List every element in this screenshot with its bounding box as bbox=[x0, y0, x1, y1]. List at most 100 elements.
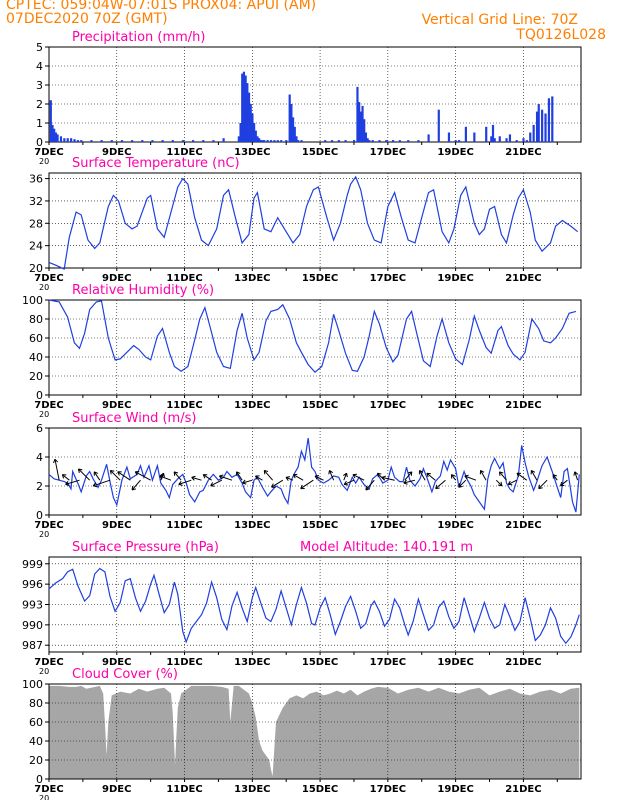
wind-vector-head bbox=[314, 475, 320, 480]
y-tick-label: 0 bbox=[36, 389, 43, 402]
panel-title-pressure: Surface Pressure (hPa) bbox=[72, 540, 219, 555]
wind-vector-head bbox=[131, 485, 137, 491]
year-label-partial: 20 bbox=[39, 794, 49, 800]
wind-vector bbox=[343, 479, 355, 485]
precip-bar bbox=[344, 140, 347, 142]
x-tick-label: 15DEC bbox=[302, 147, 338, 158]
precip-bar bbox=[300, 140, 303, 142]
x-tick-label: 15DEC bbox=[302, 784, 338, 795]
precip-bar bbox=[541, 109, 544, 142]
wind-vector-head bbox=[479, 469, 485, 475]
precip-bar bbox=[66, 138, 69, 142]
precip-bar bbox=[447, 132, 451, 142]
precip-bar bbox=[100, 140, 103, 142]
precip-bar bbox=[537, 104, 540, 142]
x-tick-label: 17DEC bbox=[370, 147, 406, 158]
precip-bar bbox=[337, 140, 340, 142]
x-tick-label: 9DEC bbox=[102, 400, 131, 411]
precip-bar bbox=[505, 138, 508, 142]
precip-bar bbox=[141, 140, 144, 142]
wind-vector-head bbox=[242, 479, 247, 485]
precip-bar bbox=[242, 71, 246, 142]
x-tick-label: 13DEC bbox=[234, 400, 270, 411]
panel-frame bbox=[48, 172, 582, 269]
x-tick-label: 13DEC bbox=[234, 273, 270, 284]
panel-cloud_cover bbox=[45, 683, 582, 782]
precip-bar bbox=[356, 86, 359, 142]
precip-bar bbox=[371, 140, 374, 142]
wind-vector-head bbox=[426, 472, 431, 478]
precip-bar bbox=[244, 75, 247, 142]
x-tick-label: 21DEC bbox=[505, 784, 541, 795]
wind-vector-head bbox=[458, 483, 463, 488]
year-label-partial: 20 bbox=[39, 157, 49, 166]
x-tick-label: 13DEC bbox=[234, 784, 270, 795]
wind-vector bbox=[419, 470, 426, 481]
y-tick-label: 80 bbox=[29, 313, 43, 326]
wind-vector-head bbox=[53, 458, 59, 464]
wind-vector-head bbox=[134, 471, 140, 476]
precip-bar bbox=[407, 140, 410, 142]
wind-vector bbox=[507, 479, 517, 485]
x-tick-label: 7DEC bbox=[34, 273, 63, 284]
y-tick-label: 996 bbox=[22, 578, 43, 591]
precip-bar bbox=[273, 140, 276, 142]
precip-bar bbox=[51, 124, 54, 142]
wind-vector-head bbox=[573, 471, 579, 476]
x-tick-label: 15DEC bbox=[302, 273, 338, 284]
wind-vector-head bbox=[159, 474, 164, 480]
precip-bar bbox=[256, 136, 259, 142]
panel-title-temperature: Surface Temperature (nC) bbox=[72, 156, 240, 171]
x-tick-label: 13DEC bbox=[234, 520, 270, 531]
precip-bar bbox=[261, 140, 264, 142]
precip-bar bbox=[290, 104, 293, 142]
precip-bar bbox=[249, 104, 252, 142]
wind-vector-head bbox=[178, 480, 183, 486]
wind-vector-head bbox=[343, 472, 348, 478]
wind-vector-head bbox=[191, 475, 196, 481]
wind-vector-head bbox=[352, 473, 357, 479]
wind-vector bbox=[293, 474, 304, 481]
panel-pressure bbox=[45, 556, 582, 655]
x-tick-label: 7DEC bbox=[34, 657, 63, 668]
wind-vector-head bbox=[497, 481, 503, 487]
panel-title-humidity: Relative Humidity (%) bbox=[72, 283, 214, 298]
wind-vector-head bbox=[160, 472, 165, 478]
cloud-cover-area bbox=[49, 685, 580, 779]
y-tick-label: 20 bbox=[29, 754, 43, 767]
x-tick-label: 15DEC bbox=[302, 400, 338, 411]
precip-bar bbox=[363, 119, 366, 142]
precip-bar bbox=[110, 140, 113, 142]
precip-bar bbox=[551, 96, 554, 142]
x-tick-label: 19DEC bbox=[437, 147, 473, 158]
panel-frame bbox=[48, 46, 582, 143]
precip-bar bbox=[73, 139, 76, 142]
wind-vector bbox=[451, 474, 457, 481]
precip-bar bbox=[361, 105, 364, 142]
year-label-partial: 20 bbox=[39, 410, 49, 419]
precip-bar bbox=[491, 124, 495, 142]
precip-bar bbox=[253, 123, 256, 142]
wind-vector bbox=[404, 471, 413, 481]
y-tick-label: 24 bbox=[29, 240, 43, 253]
year-label-partial: 20 bbox=[39, 283, 49, 292]
wind-vector-head bbox=[498, 471, 504, 476]
precip-bar bbox=[417, 140, 420, 142]
x-tick-label: 7DEC bbox=[34, 784, 63, 795]
precip-bar bbox=[90, 140, 93, 142]
precip-bar bbox=[246, 83, 249, 142]
x-tick-label: 19DEC bbox=[437, 520, 473, 531]
precip-bar bbox=[366, 138, 369, 142]
wind-vector bbox=[458, 479, 467, 488]
x-tick-label: 19DEC bbox=[437, 273, 473, 284]
wind-vector bbox=[552, 474, 558, 481]
y-tick-label: 2 bbox=[36, 480, 43, 493]
wind-vector bbox=[271, 479, 284, 488]
precip-bar bbox=[508, 134, 512, 142]
precip-bar bbox=[259, 140, 262, 142]
wind-vector bbox=[285, 476, 294, 481]
precip-bar bbox=[464, 126, 467, 142]
x-tick-label: 13DEC bbox=[234, 657, 270, 668]
precip-bar bbox=[76, 140, 80, 142]
